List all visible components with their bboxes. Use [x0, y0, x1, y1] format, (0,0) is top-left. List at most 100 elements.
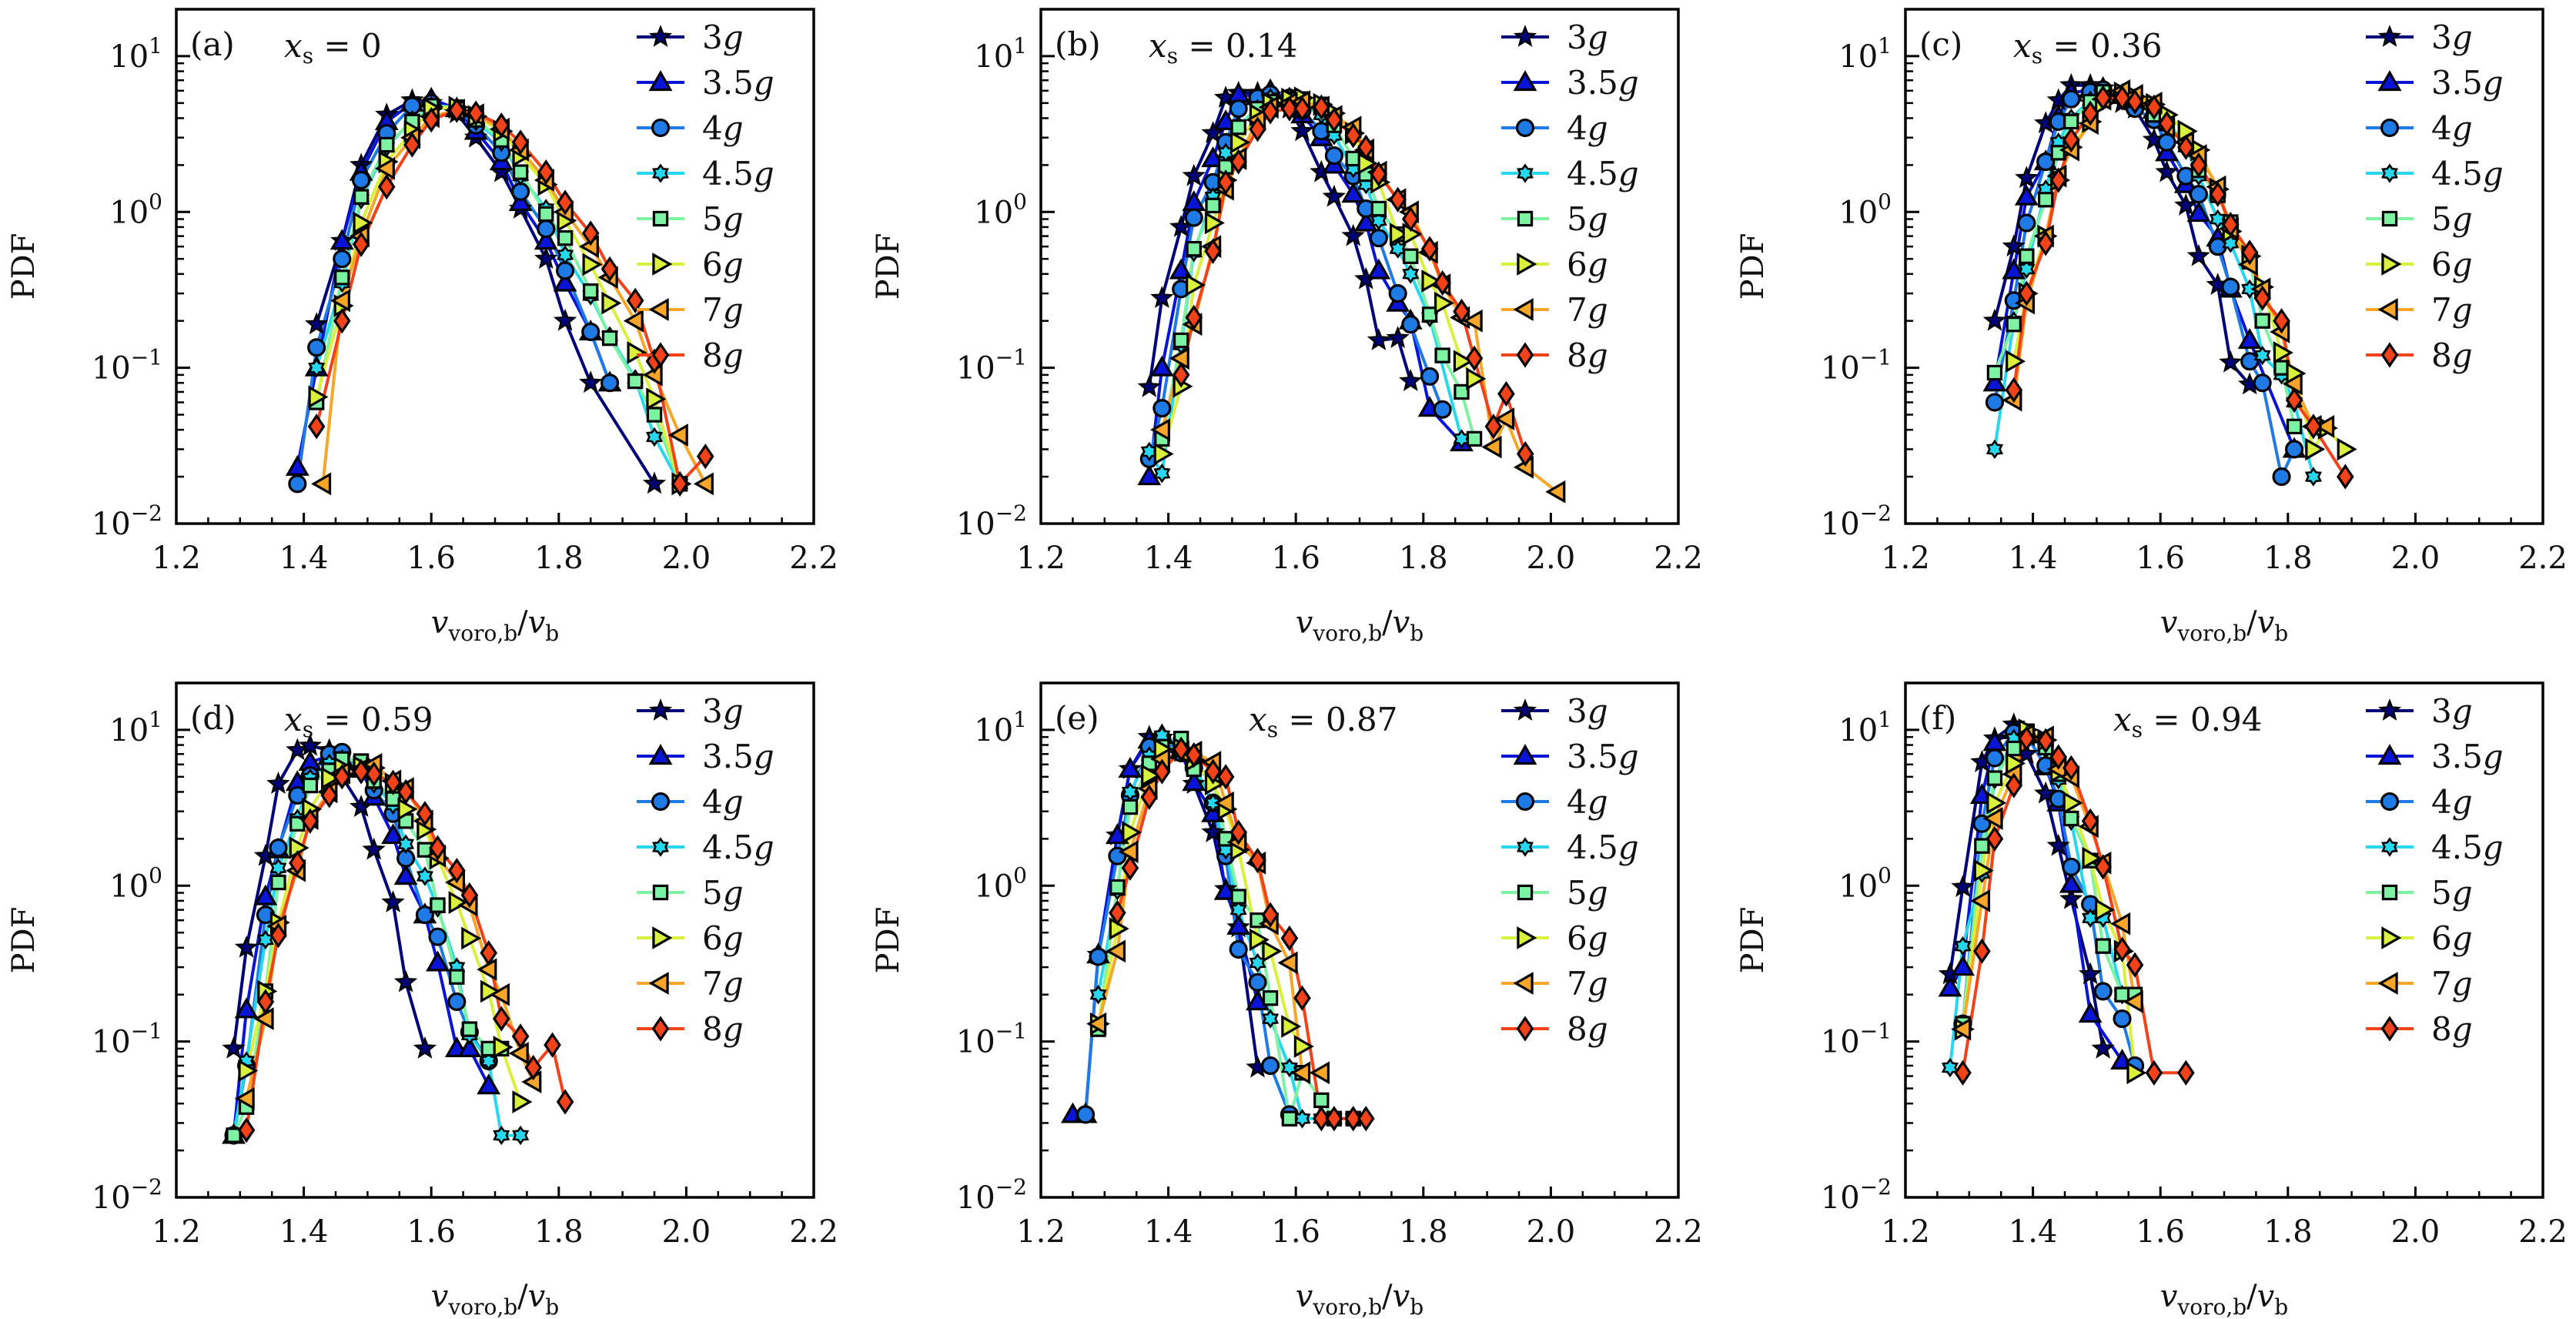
data-point-6g	[601, 291, 622, 315]
data-point-3g	[642, 471, 667, 494]
data-point-8g	[301, 808, 319, 834]
panel-tag: (b)	[1055, 25, 1101, 63]
data-point-8g	[1465, 345, 1484, 371]
series-group	[1137, 78, 1566, 504]
y-tick-label: 10−2	[956, 500, 1027, 542]
panel-tag: (c)	[1919, 25, 1962, 63]
data-point-4g	[2062, 89, 2081, 109]
data-point-4g	[428, 927, 447, 946]
data-point-8g	[2304, 413, 2323, 440]
data-point-8g	[1293, 985, 1311, 1011]
legend-marker-3g	[2377, 698, 2402, 721]
legend-label: 3g	[2431, 18, 2473, 56]
data-point-7g	[1106, 939, 1126, 963]
data-point-3g	[2015, 166, 2039, 189]
legend-marker-3.5g	[1513, 744, 1537, 765]
data-point-3g	[1290, 119, 1314, 142]
legend-marker-5g	[652, 884, 669, 901]
data-point-4g	[1153, 399, 1172, 418]
data-point-8g	[1325, 1106, 1343, 1132]
data-point-6g	[1293, 1035, 1314, 1058]
data-point-6g	[353, 211, 373, 235]
data-point-5g	[1421, 306, 1438, 323]
legend-marker-7g	[1513, 972, 1534, 995]
data-point-7g	[1169, 346, 1189, 370]
x-tick-label: 1.4	[1144, 541, 1193, 576]
data-point-7g	[1118, 840, 1139, 864]
data-point-3.5g	[381, 823, 405, 845]
data-point-8g	[1344, 122, 1363, 149]
x-tick-label: 1.8	[1399, 1214, 1448, 1250]
data-point-8g	[2145, 94, 2163, 120]
data-point-4g	[1248, 973, 1267, 992]
legend-marker-8g	[651, 1016, 670, 1042]
data-point-8g	[289, 850, 306, 876]
y-tick-label: 10−2	[1821, 1174, 1892, 1216]
data-point-4.5g	[557, 245, 574, 265]
data-point-8g	[671, 470, 689, 497]
legend-marker-7g	[2377, 972, 2398, 995]
data-point-6g	[2062, 791, 2083, 815]
data-point-4g	[352, 170, 371, 190]
data-point-8g	[2253, 285, 2271, 311]
data-point-7g	[1277, 951, 1298, 975]
data-point-8g	[2094, 854, 2112, 880]
legend-label: 6g	[702, 919, 744, 957]
legend-label: 4.5g	[702, 155, 774, 192]
data-point-4g	[2272, 467, 2291, 487]
legend-marker-5g	[1517, 884, 1534, 901]
data-point-8g	[1280, 925, 1299, 952]
data-point-4.5g	[1089, 985, 1107, 1005]
panel-a: PDF 1.2 1.4 1.6 1.8 2.0 2.2 10−2 10−1 100 101 (a) xs…	[6, 8, 838, 646]
data-point-3g	[2059, 886, 2083, 909]
legend-marker-4g	[2380, 792, 2400, 812]
data-point-8g	[2062, 127, 2080, 153]
legend-marker-4.5g	[1517, 163, 1534, 183]
data-point-8g	[556, 1089, 574, 1115]
legend-label: 8g	[2431, 1010, 2473, 1048]
data-point-8g	[384, 769, 402, 795]
legend-marker-8g	[651, 342, 670, 368]
data-point-8g	[1261, 902, 1280, 928]
data-point-3g	[304, 312, 329, 335]
x-tick-label: 1.2	[1881, 1214, 1930, 1250]
legend-marker-4g	[2380, 118, 2400, 138]
data-point-8g	[1204, 238, 1222, 264]
data-point-8g	[269, 922, 287, 949]
data-point-3g	[362, 837, 386, 860]
data-point-6g	[1186, 273, 1206, 296]
data-point-8g	[1370, 161, 1388, 187]
data-point-8g	[626, 287, 644, 313]
data-point-3.5g	[1367, 258, 1391, 280]
data-point-5g	[2063, 113, 2079, 130]
legend-marker-7g	[648, 298, 669, 321]
data-point-5g	[2006, 316, 2022, 333]
data-point-6g	[1122, 821, 1142, 844]
data-point-4.5g	[2018, 259, 2036, 280]
legend-label: 4.5g	[1567, 155, 1639, 192]
data-point-4g	[333, 249, 352, 269]
data-point-5g	[1281, 1110, 1298, 1127]
y-tick-label: 101	[974, 707, 1027, 748]
data-point-8g	[2081, 100, 2099, 126]
data-point-4g	[1324, 146, 1343, 166]
y-tick-label: 10−2	[1821, 500, 1892, 542]
data-point-4g	[2221, 277, 2240, 296]
data-point-8g	[581, 220, 600, 246]
data-point-3g	[266, 772, 290, 794]
data-point-4g	[600, 373, 620, 393]
plot-frame	[1039, 8, 1680, 525]
data-point-3g	[1399, 369, 1423, 391]
data-point-4g	[415, 906, 434, 925]
x-tick-label: 2.2	[1654, 1214, 1703, 1250]
y-tick-label: 100	[974, 189, 1027, 230]
data-point-3g	[2034, 781, 2058, 804]
data-point-3g	[2091, 1036, 2115, 1059]
data-point-6g	[2337, 437, 2357, 461]
x-tick-label: 1.2	[1016, 1214, 1066, 1250]
panel-b: PDF 1.2 1.4 1.6 1.8 2.0 2.2 10−2 10−1 100 101 (b) xs…	[871, 8, 1703, 646]
data-point-5g	[2254, 313, 2270, 329]
data-point-5g	[2037, 192, 2054, 208]
data-point-3g	[413, 1036, 437, 1059]
data-point-6g	[493, 1036, 514, 1059]
